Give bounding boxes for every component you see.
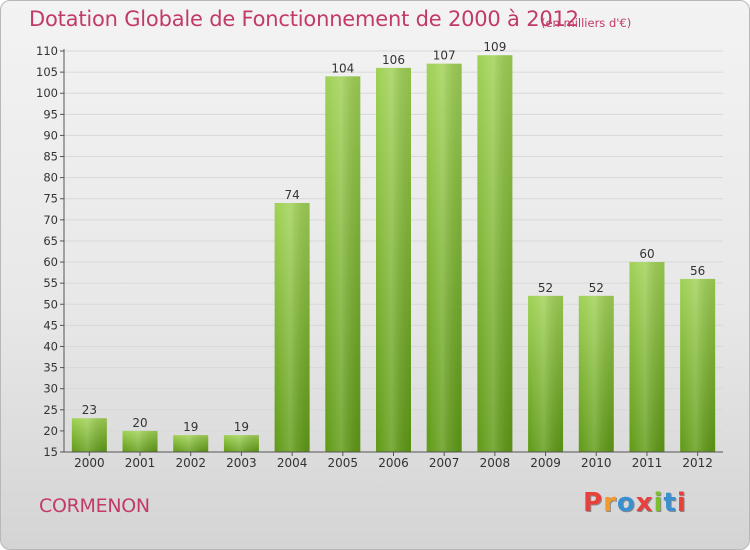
bar-shine: [376, 67, 411, 452]
bar-shine: [223, 435, 259, 452]
x-tick-label: 2008: [480, 456, 511, 470]
x-tick-label: 2006: [378, 456, 409, 470]
y-tick-label: 60: [43, 255, 58, 269]
y-tick-label: 40: [43, 339, 58, 353]
bar-value-label: 74: [284, 188, 299, 202]
y-tick-label: 65: [43, 234, 58, 248]
bar-value-label: 107: [433, 49, 456, 63]
x-tick-label: 2001: [125, 456, 156, 470]
logo-letter: t: [663, 488, 677, 518]
bar-value-label: 104: [331, 61, 354, 75]
x-tick-label: 2011: [632, 456, 663, 470]
logo-letter: P: [583, 488, 604, 518]
bar-shine: [71, 418, 107, 452]
logo-letter: r: [603, 488, 617, 518]
x-tick-label: 2010: [581, 456, 612, 470]
y-tick-label: 110: [36, 44, 58, 58]
bar-value-label: 20: [132, 416, 147, 430]
bar-value-label: 56: [690, 264, 705, 278]
x-tick-label: 2003: [226, 456, 257, 470]
x-tick-label: 2002: [175, 456, 206, 470]
logo-letter: i: [676, 488, 687, 518]
logo-letter: o: [616, 488, 636, 518]
chart-title: Dotation Globale de Fonctionnement de 20…: [29, 7, 579, 31]
y-tick-label: 15: [43, 445, 58, 459]
bar-value-label: 52: [538, 281, 553, 295]
y-tick-label: 25: [43, 403, 58, 417]
y-tick-label: 20: [43, 424, 58, 438]
y-tick-label: 70: [43, 213, 58, 227]
bar-shine: [122, 430, 158, 452]
bar-shine: [528, 295, 564, 452]
y-tick-label: 105: [36, 65, 58, 79]
y-tick-label: 35: [43, 361, 58, 375]
proxiti-logo[interactable]: Proxiti: [583, 488, 687, 518]
bar-value-label: 23: [82, 403, 97, 417]
chart-subtitle: (en milliers d'€): [541, 16, 632, 30]
bar-shine: [578, 295, 614, 452]
bar-shine: [680, 278, 716, 452]
bars: 23 20 19 19 74 104 106 107 109 52 52 60 56: [71, 40, 716, 453]
x-tick-label: 2012: [682, 456, 713, 470]
x-tick-label: 2005: [328, 456, 359, 470]
y-tick-label: 50: [43, 297, 58, 311]
x-tick-label: 2007: [429, 456, 460, 470]
y-tick-label: 85: [43, 150, 58, 164]
bar-shine: [629, 262, 665, 452]
bar-value-label: 19: [183, 420, 198, 434]
y-tick-label: 30: [43, 382, 58, 396]
y-tick-label: 55: [43, 276, 58, 290]
y-tick-label: 90: [43, 128, 58, 142]
x-tick-label: 2004: [277, 456, 308, 470]
y-tick-label: 75: [43, 192, 58, 206]
x-tick-label: 2009: [530, 456, 561, 470]
y-tick-label: 95: [43, 107, 58, 121]
bar-shine: [274, 202, 310, 452]
x-tick-label: 2000: [74, 456, 105, 470]
bar-shine: [477, 55, 513, 452]
commune-name: CORMENON: [39, 495, 150, 517]
y-tick-label: 100: [36, 86, 58, 100]
bar-shine: [426, 63, 462, 453]
bar-value-label: 109: [483, 40, 506, 54]
logo-letter: i: [653, 488, 664, 518]
y-tick-label: 45: [43, 318, 58, 332]
bar-value-label: 60: [639, 247, 654, 261]
bar-shine: [173, 435, 209, 452]
y-tick-label: 80: [43, 171, 58, 185]
axes: 15 20 25 30 35 40 45 50 55 60 65 70 75 80 85 90 95 100 105…: [36, 44, 723, 470]
bar-value-label: 52: [589, 281, 604, 295]
bar-value-label: 19: [234, 420, 249, 434]
bar-shine: [325, 76, 361, 452]
bar-value-label: 106: [382, 53, 405, 67]
logo-letter: x: [635, 488, 654, 518]
